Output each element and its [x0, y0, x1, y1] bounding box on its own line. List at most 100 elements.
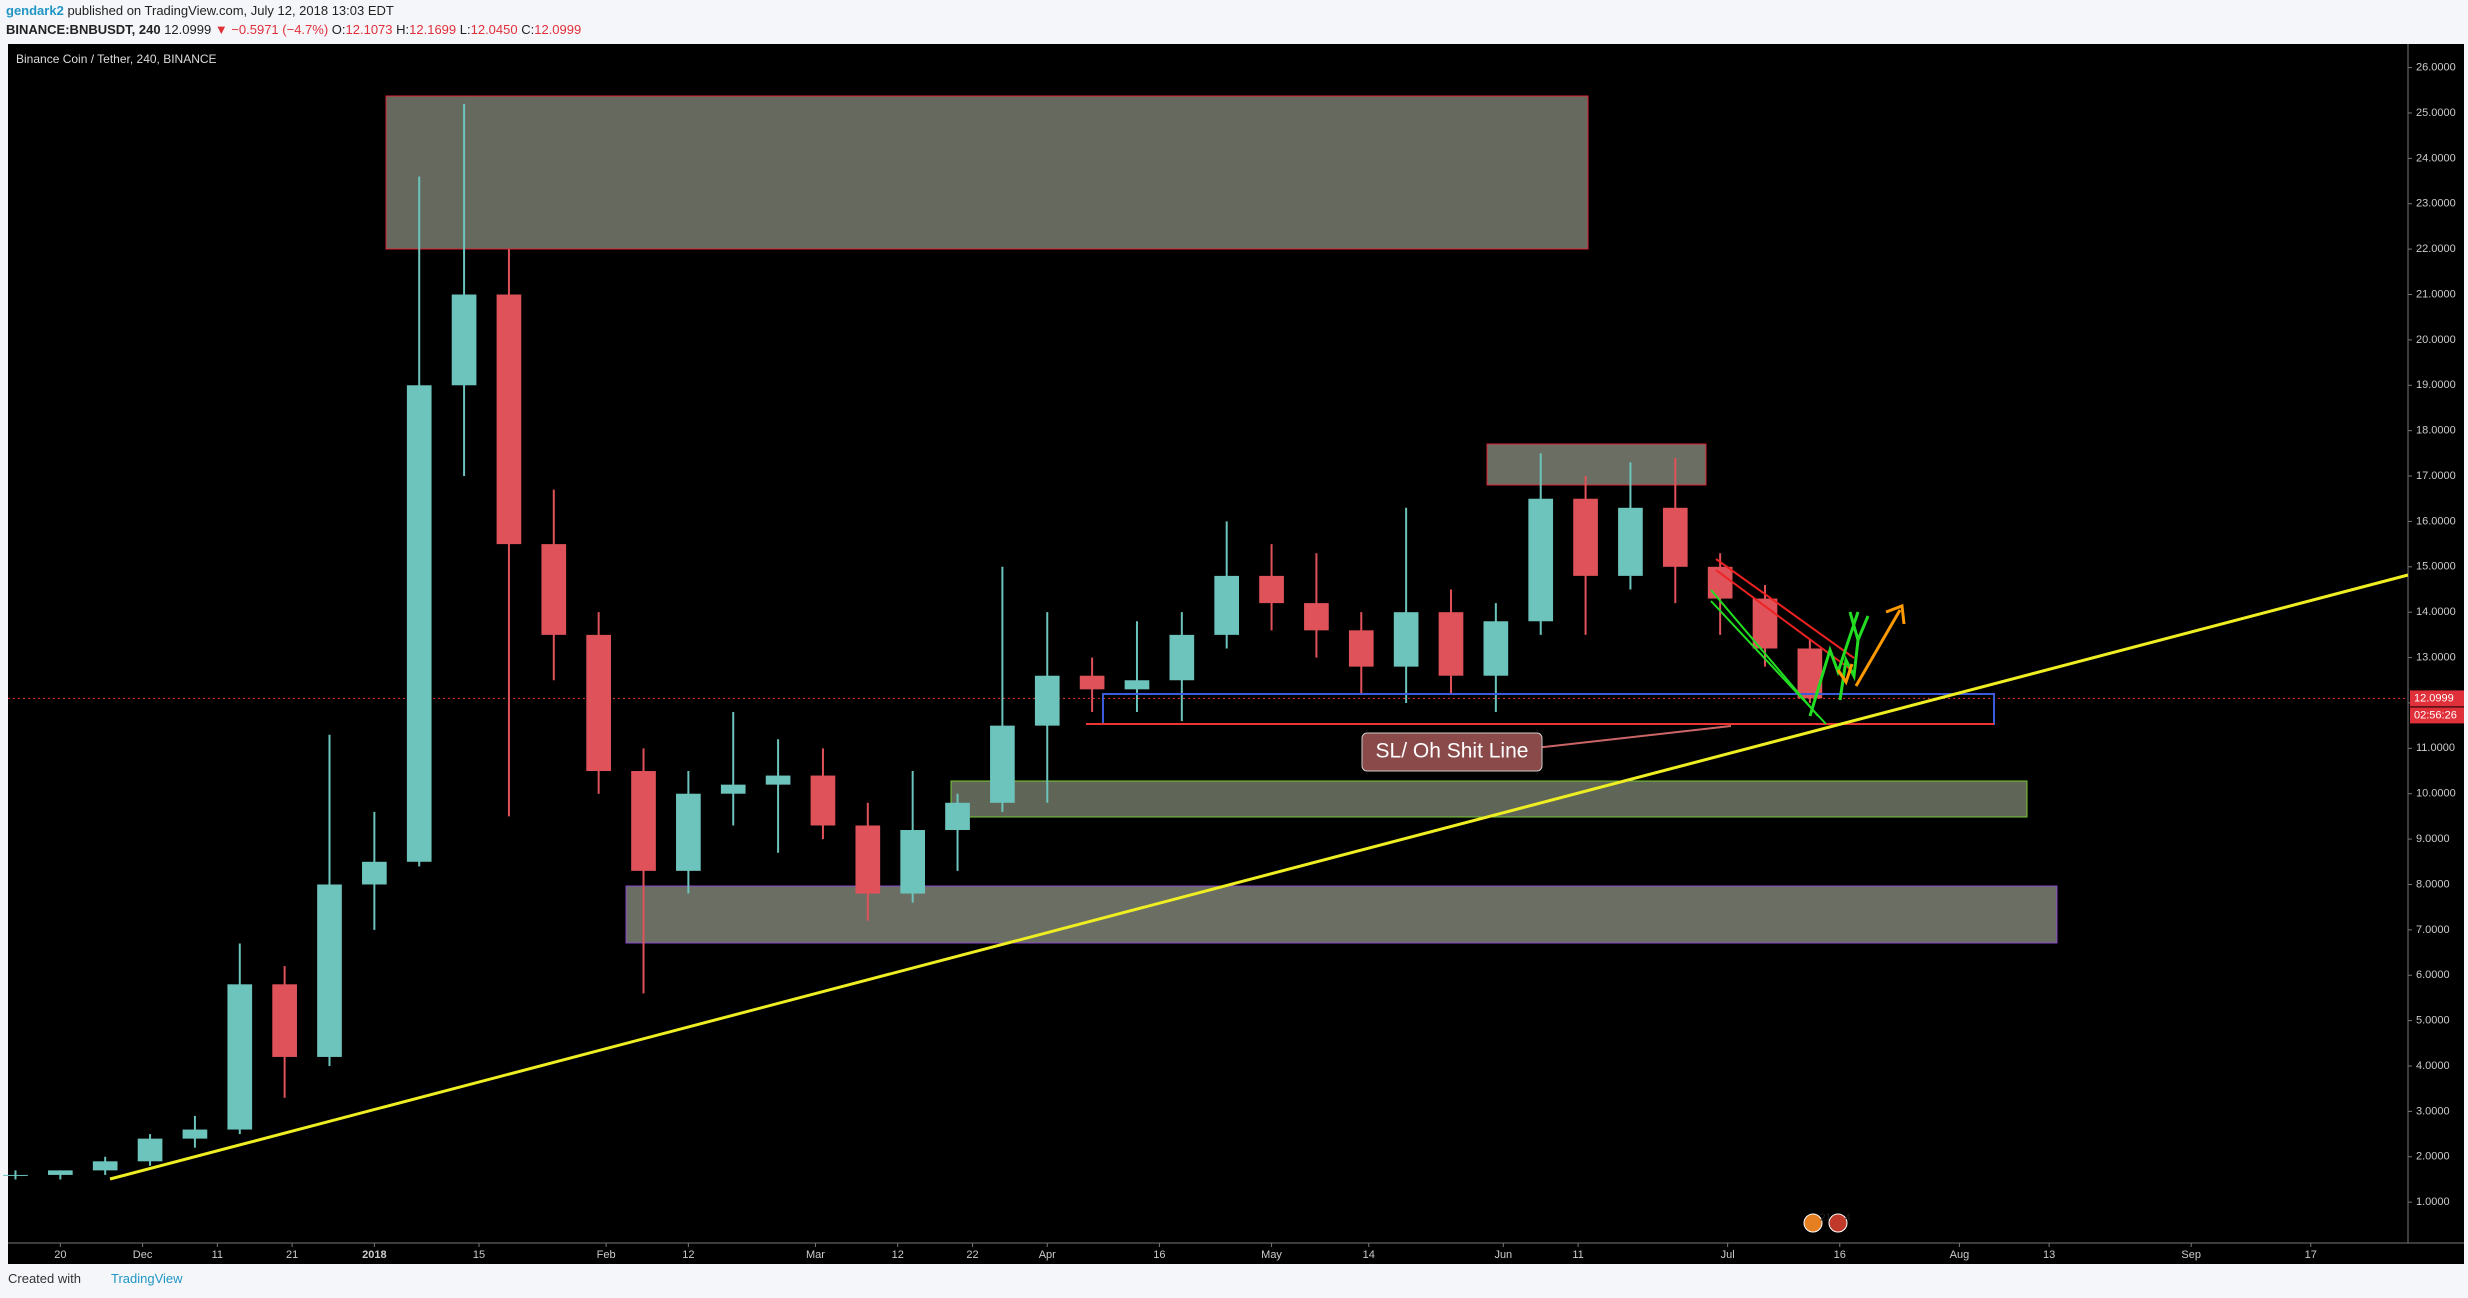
candle-body: [1483, 621, 1509, 676]
y-tick-label: 6.0000: [2416, 969, 2450, 981]
x-tick-label: 16: [1834, 1249, 1846, 1261]
wedge-line: [1715, 558, 1855, 659]
x-tick-label: 11: [1572, 1249, 1583, 1261]
candle-body: [3, 1174, 28, 1176]
y-tick-label: 17.0000: [2416, 470, 2456, 482]
wedge-line: [1710, 600, 1827, 725]
drawings: SL/ Oh Shit Line 21 4: [109, 558, 2409, 1233]
candle-body: [1348, 630, 1374, 667]
candle-body: [1393, 612, 1419, 667]
last-price-box: [2410, 690, 2464, 707]
candle-body: [48, 1170, 73, 1175]
candle-body: [720, 784, 746, 794]
x-tick-label: Jun: [1494, 1249, 1512, 1261]
candle-body: [1707, 566, 1733, 599]
candle-body: [1259, 575, 1284, 604]
ohlc-value: 12.1699: [409, 22, 457, 37]
arrow-head: [1885, 603, 1906, 625]
y-tick-label: 23.0000: [2416, 198, 2456, 210]
event-count: 4: [1845, 1213, 1851, 1224]
candle-body: [496, 294, 522, 545]
x-tick-label: 15: [473, 1249, 485, 1261]
x-tick-label: 17: [2305, 1249, 2317, 1261]
chart: Binance Coin / Tether, 240, BINANCE SL/ …: [3, 44, 2464, 1264]
y-tick-label: 14.0000: [2416, 606, 2456, 618]
published: published on TradingView.com, July 12, 2…: [67, 3, 394, 18]
last-price-label: 12.0999: [2414, 692, 2454, 704]
x-tick-label: 14: [1363, 1249, 1375, 1261]
x-tick-label: Feb: [597, 1249, 616, 1261]
y-tick-label: 18.0000: [2416, 425, 2456, 437]
y-tick-label: 15.0000: [2416, 561, 2456, 573]
callout-box: [1361, 732, 1543, 772]
candle-body: [317, 884, 342, 1057]
author[interactable]: gendark2: [6, 3, 64, 18]
event-badge[interactable]: [1803, 1213, 1823, 1233]
y-tick-label: 3.0000: [2416, 1105, 2450, 1117]
y-tick-label: 5.0000: [2416, 1015, 2450, 1027]
symbol: BINANCE:BNBUSDT, 240: [6, 22, 161, 37]
x-tick-label: 2018: [362, 1249, 386, 1261]
x-tick-label: Dec: [133, 1249, 153, 1261]
header: gendark2 published on TradingView.com, J…: [6, 1, 581, 39]
last: 12.0999: [164, 22, 212, 37]
candle-body: [676, 793, 701, 871]
arrow: [1808, 611, 1860, 717]
x-tick-label: Apr: [1039, 1249, 1056, 1261]
candle-body: [451, 294, 477, 386]
candle-body: [137, 1138, 163, 1162]
candle-body: [541, 544, 567, 635]
y-tick-label: 4.0000: [2416, 1060, 2450, 1072]
candle-body: [1618, 507, 1643, 576]
zone: [625, 885, 2058, 944]
ohlc-label: O:: [331, 22, 346, 37]
ohlc-value: 12.0450: [470, 22, 518, 37]
candle-body: [945, 802, 970, 831]
event-badge[interactable]: [1828, 1213, 1848, 1233]
candle-body: [1214, 575, 1240, 635]
candle-body: [1662, 507, 1688, 567]
y-tick-label: 21.0000: [2416, 288, 2456, 300]
ohlc-value: 12.0999: [534, 22, 582, 37]
candle-body: [900, 830, 926, 894]
created-with: Created with: [8, 1271, 81, 1286]
zone: [385, 95, 1589, 250]
candle-body: [1034, 675, 1060, 726]
y-tick-label: 26.0000: [2416, 62, 2456, 74]
header-line: BINANCE:BNBUSDT, 240 12.0999 ▼ −0.5971 (…: [6, 20, 581, 39]
x-tick-label: Sep: [2181, 1249, 2201, 1261]
y-tick-label: 10.0000: [2416, 788, 2456, 800]
x-tick-label: 12: [892, 1249, 904, 1261]
brand-link[interactable]: TradingView: [110, 1271, 183, 1286]
arrow-head: [1848, 611, 1870, 645]
drawings: [8, 95, 2408, 944]
x-tick-label: 13: [2043, 1249, 2055, 1261]
footer: Created with TradingView: [8, 1271, 183, 1286]
y-tick-label: 25.0000: [2416, 107, 2456, 119]
candle-body: [810, 775, 836, 826]
ohlc-label: H:: [396, 22, 410, 37]
x-tick-label: 20: [54, 1249, 66, 1261]
y-tick-label: 9.0000: [2416, 833, 2450, 845]
chart-legend: Binance Coin / Tether, 240, BINANCE: [16, 52, 217, 66]
arrow-head: [1836, 663, 1854, 686]
callout-text: SL/ Oh Shit Line: [1376, 740, 1529, 763]
candle-body: [182, 1129, 208, 1139]
x-tick-label: Mar: [806, 1249, 825, 1261]
trend-line: [109, 573, 2409, 1181]
y-tick-label: 2.0000: [2416, 1151, 2450, 1163]
header-line: gendark2 published on TradingView.com, J…: [6, 1, 581, 20]
candle-body: [586, 634, 611, 772]
ohlc-label: C:: [521, 22, 535, 37]
candle-body: [362, 861, 387, 885]
y-tick-label: 20.0000: [2416, 334, 2456, 346]
y-tick-label: 16.0000: [2416, 515, 2456, 527]
countdown-box: [2410, 707, 2464, 724]
y-tick-label: 19.0000: [2416, 379, 2456, 391]
x-tick-label: 21: [286, 1249, 298, 1261]
countdown-label: 02:56:26: [2414, 709, 2457, 721]
y-tick-label: 7.0000: [2416, 924, 2450, 936]
arrow: [1854, 609, 1902, 687]
y-tick-label: 1.0000: [2416, 1196, 2450, 1208]
